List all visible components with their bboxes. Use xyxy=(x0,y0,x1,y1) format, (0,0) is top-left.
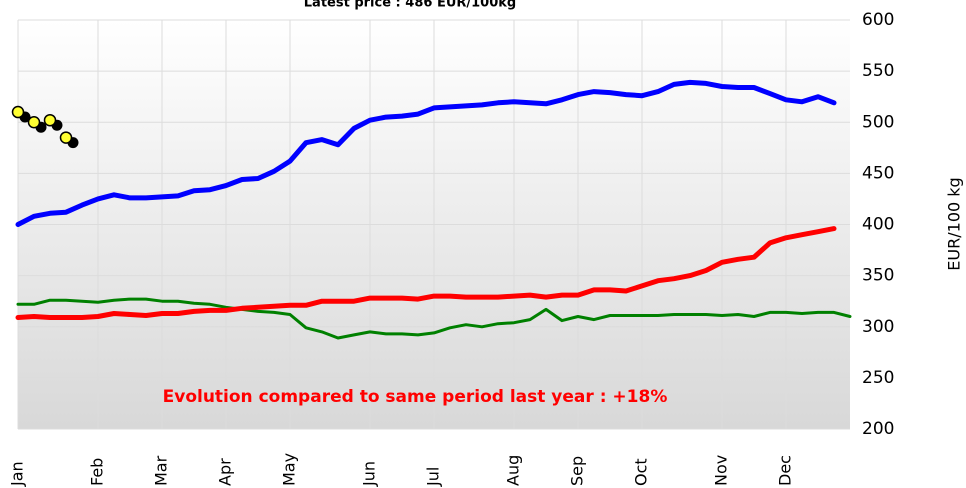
y-tick-label: 300 xyxy=(862,317,894,337)
marker xyxy=(11,105,25,119)
x-tick-label: May xyxy=(280,453,299,486)
y-axis-label: EUR/100 kg xyxy=(945,177,964,270)
x-tick-label: Nov xyxy=(712,455,731,486)
x-tick-label: Mar xyxy=(152,455,171,486)
y-tick-label: 550 xyxy=(862,61,894,81)
y-tick-label: 250 xyxy=(862,368,894,388)
x-tick-label: Dec xyxy=(776,455,795,486)
x-tick-label: Apr xyxy=(216,458,235,486)
x-tick-label: Jul xyxy=(424,467,443,487)
y-tick-label: 200 xyxy=(862,419,894,439)
chart-title: Latest price : 486 EUR/100kg xyxy=(304,0,516,11)
marker xyxy=(43,113,57,127)
y-tick-label: 400 xyxy=(862,215,894,235)
line-series xyxy=(15,226,837,320)
x-tick-label: Oct xyxy=(632,458,651,486)
x-tick-label: Aug xyxy=(504,455,523,486)
marker xyxy=(27,116,41,129)
y-tick-label: 500 xyxy=(862,112,894,132)
line-series xyxy=(16,297,852,340)
x-tick-label: Feb xyxy=(88,458,107,486)
y-tick-label: 450 xyxy=(862,163,894,183)
y-tick-label: 350 xyxy=(862,266,894,286)
y-tick-label: 600 xyxy=(862,10,894,30)
x-tick-label: Jun xyxy=(360,461,379,487)
x-tick-label: Jan xyxy=(8,461,27,487)
line-series xyxy=(15,79,837,227)
x-tick-label: Sep xyxy=(568,456,587,486)
annotation: Evolution compared to same period last y… xyxy=(163,387,668,407)
marker xyxy=(59,131,73,144)
